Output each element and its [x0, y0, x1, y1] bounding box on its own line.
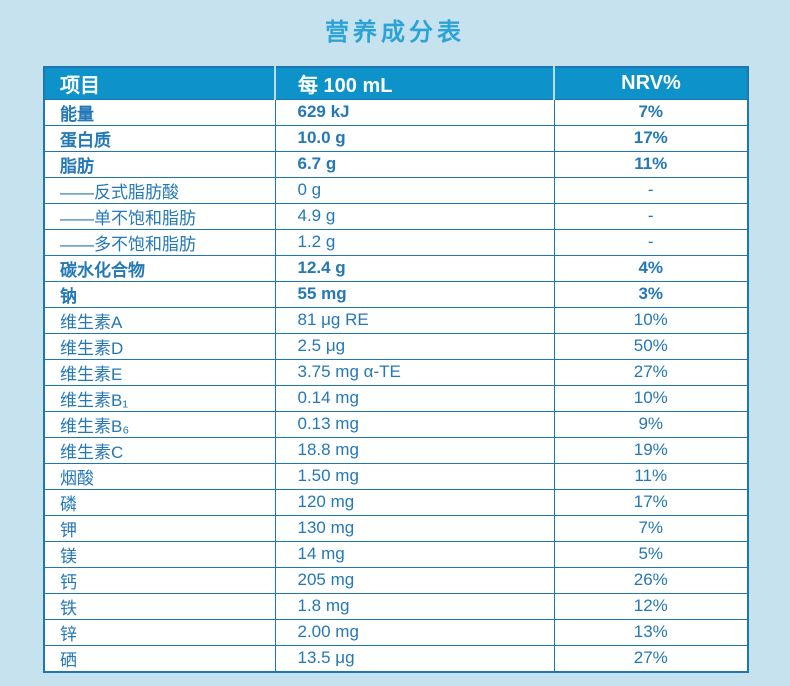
header-row: 项目 每 100 mL NRV% [44, 67, 748, 99]
table-row: 钠 55 mg 3% [43, 280, 749, 308]
per-100ml-cell: 81 μg RE [274, 306, 555, 334]
table-row: 烟酸 1.50 mg 11% [43, 462, 749, 490]
nrv-cell: 17% [553, 488, 749, 516]
per-100ml-cell: 0 g [274, 176, 555, 204]
per-100ml-cell: 13.5 μg [274, 644, 555, 672]
item-cell: 锌 [43, 618, 276, 646]
table-row: 维生素E 3.75 mg α-TE 27% [43, 358, 749, 386]
nrv-cell: 10% [553, 384, 749, 412]
per-100ml-cell: 130 mg [274, 514, 555, 542]
header-per-100ml: 每 100 mL [274, 67, 554, 99]
per-100ml-cell: 205 mg [274, 566, 555, 594]
item-cell: ——反式脂肪酸 [43, 176, 276, 204]
per-100ml-cell: 1.2 g [274, 228, 555, 256]
per-100ml-cell: 1.8 mg [274, 592, 555, 620]
item-cell: 钙 [43, 566, 276, 594]
table-row: 钙 205 mg 26% [43, 566, 749, 594]
table-row: 维生素C 18.8 mg 19% [43, 436, 749, 464]
nrv-cell: 11% [553, 150, 749, 178]
table-row: 镁 14 mg 5% [43, 540, 749, 568]
per-100ml-cell: 120 mg [274, 488, 555, 516]
nrv-cell: 27% [553, 644, 749, 672]
nrv-cell: - [553, 176, 749, 204]
table-row: 维生素A 81 μg RE 10% [43, 306, 749, 334]
item-cell: 能量 [43, 98, 276, 126]
nrv-cell: 26% [553, 566, 749, 594]
nrv-cell: 7% [553, 514, 749, 542]
nrv-cell: 7% [553, 98, 749, 126]
nrv-cell: 12% [553, 592, 749, 620]
nrv-cell: 10% [553, 306, 749, 334]
nrv-cell: 50% [553, 332, 749, 360]
per-100ml-cell: 1.50 mg [274, 462, 555, 490]
table-row: 能量 629 kJ 7% [43, 98, 749, 126]
table-row: 维生素B₁ 0.14 mg 10% [43, 384, 749, 412]
per-100ml-cell: 2.00 mg [274, 618, 555, 646]
item-cell: 脂肪 [43, 150, 276, 178]
item-cell: 磷 [43, 488, 276, 516]
nrv-cell: 9% [553, 410, 749, 438]
item-cell: 维生素B₆ [43, 410, 276, 438]
per-100ml-cell: 18.8 mg [274, 436, 555, 464]
nrv-cell: 11% [553, 462, 749, 490]
table-row: 钾 130 mg 7% [43, 514, 749, 542]
item-cell: ——单不饱和脂肪 [43, 202, 276, 230]
table-row: 锌 2.00 mg 13% [43, 618, 749, 646]
table-row: 铁 1.8 mg 12% [43, 592, 749, 620]
table-row: 硒 13.5 μg 27% [43, 644, 749, 672]
nrv-cell: - [553, 202, 749, 230]
per-100ml-cell: 12.4 g [274, 254, 555, 282]
item-cell: 铁 [43, 592, 276, 620]
item-cell: 烟酸 [43, 462, 276, 490]
item-cell: 硒 [43, 644, 276, 672]
item-cell: 维生素B₁ [43, 384, 276, 412]
header-item: 项目 [44, 67, 275, 99]
per-100ml-cell: 3.75 mg α-TE [274, 358, 555, 386]
per-100ml-cell: 10.0 g [274, 124, 555, 152]
table-row: ——单不饱和脂肪 4.9 g- [43, 202, 749, 230]
item-cell: 蛋白质 [43, 124, 276, 152]
item-cell: 碳水化合物 [43, 254, 276, 282]
per-100ml-cell: 6.7 g [274, 150, 555, 178]
nrv-cell: 3% [553, 280, 749, 308]
item-cell: 维生素E [43, 358, 276, 386]
table-row: 维生素D 2.5 μg 50% [43, 332, 749, 360]
per-100ml-cell: 629 kJ [274, 98, 555, 126]
nrv-cell: - [553, 228, 749, 256]
per-100ml-cell: 2.5 μg [274, 332, 555, 360]
table-row: 磷 120 mg 17% [43, 488, 749, 516]
nrv-cell: 13% [553, 618, 749, 646]
per-100ml-cell: 4.9 g [274, 202, 555, 230]
nrv-cell: 17% [553, 124, 749, 152]
item-cell: 维生素D [43, 332, 276, 360]
table-row: 碳水化合物 12.4 g 4% [43, 254, 749, 282]
per-100ml-cell: 14 mg [274, 540, 555, 568]
item-cell: 钠 [43, 280, 276, 308]
table-row: 蛋白质 10.0 g 17% [43, 124, 749, 152]
nutrition-table: 项目 每 100 mL NRV% 能量 629 kJ 7% 蛋白质 10.0 g 17% 脂… [43, 66, 749, 673]
nrv-cell: 19% [553, 436, 749, 464]
table-row: 维生素B₆ 0.13 mg 9% [43, 410, 749, 438]
nrv-cell: 27% [553, 358, 749, 386]
item-cell: 维生素A [43, 306, 276, 334]
item-cell: 钾 [43, 514, 276, 542]
item-cell: 镁 [43, 540, 276, 568]
header-nrv: NRV% [553, 67, 748, 99]
table-row: 脂肪 6.7 g 11% [43, 150, 749, 178]
nrv-cell: 5% [553, 540, 749, 568]
per-100ml-cell: 0.13 mg [274, 410, 555, 438]
item-cell: 维生素C [43, 436, 276, 464]
item-cell: ——多不饱和脂肪 [43, 228, 276, 256]
nutrition-table-body: 能量 629 kJ 7% 蛋白质 10.0 g 17% 脂肪 6.7 g 11% ——反式脂肪酸 0… [43, 98, 749, 672]
table-row: ——反式脂肪酸 0 g- [43, 176, 749, 204]
per-100ml-cell: 55 mg [274, 280, 555, 308]
table-row: ——多不饱和脂肪 1.2 g- [43, 228, 749, 256]
page-title: 营养成分表 [325, 19, 465, 46]
nrv-cell: 4% [553, 254, 749, 282]
per-100ml-cell: 0.14 mg [274, 384, 555, 412]
